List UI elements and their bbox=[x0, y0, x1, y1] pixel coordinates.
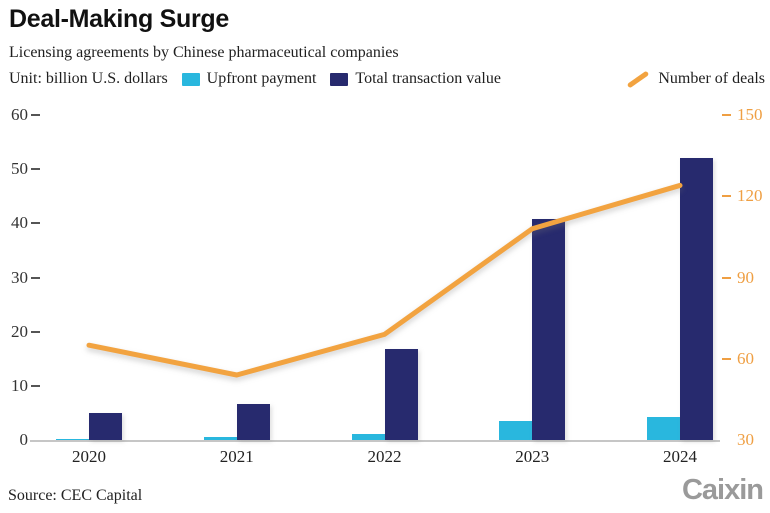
x-axis-label-2022: 2022 bbox=[367, 447, 402, 466]
x-axis-label-2024: 2024 bbox=[663, 447, 697, 466]
bar-total-2022 bbox=[384, 349, 418, 440]
axis-tick-dash-right bbox=[722, 114, 731, 116]
axis-tick-left-50: 50 bbox=[11, 159, 28, 179]
bar-total-2023 bbox=[532, 219, 566, 440]
axis-tick-dash-left bbox=[31, 114, 40, 116]
legend-item-upfront: Upfront payment bbox=[181, 70, 317, 88]
bar-upfront-2020 bbox=[56, 438, 89, 440]
caixin-logo: Caixin bbox=[681, 474, 764, 506]
axis-tick-right-60: 60 bbox=[737, 348, 754, 368]
axis-tick-right-120: 120 bbox=[737, 186, 763, 206]
axis-tick-left-10: 10 bbox=[11, 375, 28, 395]
axis-tick-dash-left bbox=[31, 330, 40, 333]
legend: Unit: billion U.S. dollars Upfront payme… bbox=[9, 68, 765, 90]
legend-item-total: Total transaction value bbox=[330, 70, 501, 88]
x-axis-label-2021: 2021 bbox=[219, 447, 254, 466]
axis-tick-dash-right bbox=[722, 276, 731, 279]
bar-upfront-2024 bbox=[647, 417, 680, 440]
chart-subtitle: Licensing agreements by Chinese pharmace… bbox=[9, 44, 399, 61]
axis-tick-dash-left bbox=[31, 276, 40, 279]
source-credit: Source: CEC Capital bbox=[8, 487, 143, 504]
x-axis-line bbox=[30, 440, 720, 442]
axis-tick-right-150: 150 bbox=[737, 105, 763, 124]
axis-tick-dash-right bbox=[722, 357, 731, 360]
axis-tick-left-20: 20 bbox=[11, 321, 28, 341]
legend-label-total: Total transaction value bbox=[355, 70, 501, 87]
axis-tick-dash-left bbox=[31, 168, 40, 171]
axis-tick-right-30: 30 bbox=[737, 430, 754, 449]
bar-total-2020 bbox=[89, 413, 122, 440]
bar-upfront-2022 bbox=[351, 433, 385, 440]
axis-tick-left-0: 0 bbox=[19, 430, 29, 449]
axis-tick-left-60: 60 bbox=[11, 105, 28, 124]
axis-tick-left-40: 40 bbox=[11, 213, 28, 233]
bar-total-2024 bbox=[680, 158, 713, 440]
upfront-swatch-icon bbox=[181, 72, 200, 86]
legend-label-deals: Number of deals bbox=[658, 70, 765, 87]
x-axis-label-2020: 2020 bbox=[72, 447, 106, 466]
axis-tick-dash-left bbox=[31, 222, 40, 225]
axis-tick-left-30: 30 bbox=[11, 267, 28, 287]
bar-upfront-2023 bbox=[499, 421, 533, 440]
bar-upfront-2021 bbox=[203, 437, 237, 440]
bar-total-2021 bbox=[236, 403, 270, 440]
axis-tick-right-90: 90 bbox=[737, 267, 754, 287]
x-axis-label-2023: 2023 bbox=[515, 447, 550, 466]
unit-label: Unit: billion U.S. dollars bbox=[9, 70, 168, 87]
axis-tick-dash-right bbox=[722, 195, 731, 198]
legend-item-deals: Number of deals bbox=[626, 70, 765, 88]
page-title: Deal-Making Surge bbox=[9, 5, 229, 33]
legend-label-upfront: Upfront payment bbox=[206, 70, 317, 87]
axis-tick-dash-left bbox=[31, 384, 40, 387]
total-swatch-icon bbox=[330, 72, 349, 86]
